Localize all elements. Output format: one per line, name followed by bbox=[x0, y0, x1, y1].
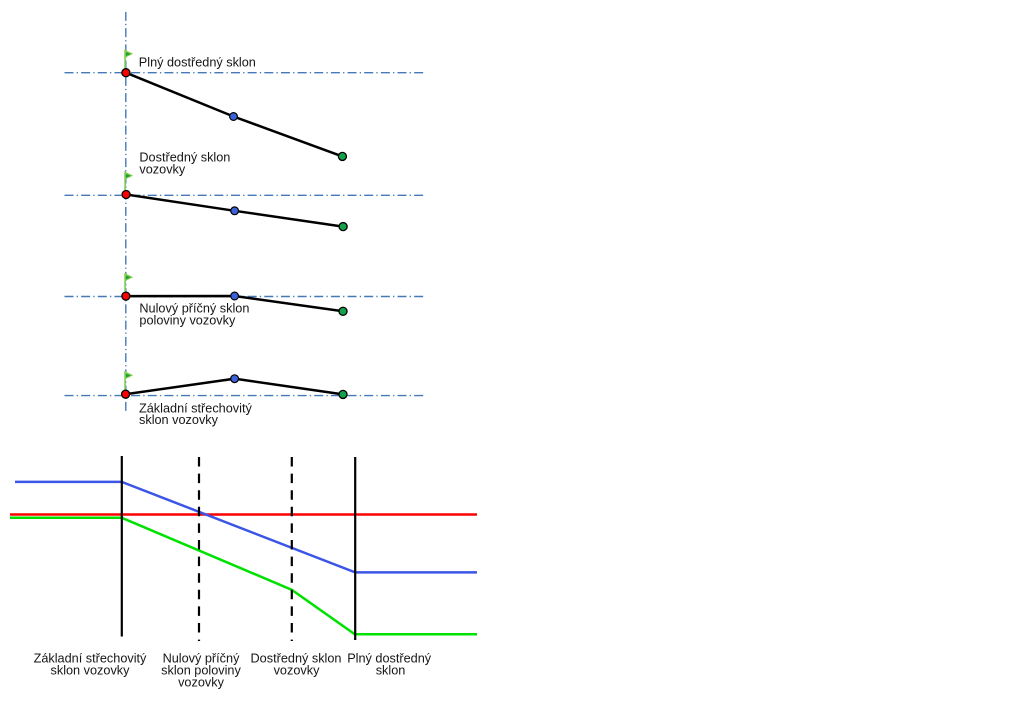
svg-text:Nulový příčný: Nulový příčný bbox=[163, 651, 241, 665]
svg-text:sklon: sklon bbox=[376, 663, 406, 677]
svg-text:Dostředný sklon: Dostředný sklon bbox=[139, 150, 230, 164]
svg-text:Plný dostředný sklon: Plný dostředný sklon bbox=[139, 55, 256, 69]
svg-text:vozovky: vozovky bbox=[178, 675, 224, 689]
svg-text:vozovky: vozovky bbox=[139, 162, 185, 176]
svg-text:Plný dostředný: Plný dostředný bbox=[347, 652, 432, 666]
svg-text:sklon poloviny: sklon poloviny bbox=[161, 663, 241, 677]
svg-text:Základní střechovitý: Základní střechovitý bbox=[34, 652, 147, 666]
svg-text:Nulový příčný sklon: Nulový příčný sklon bbox=[139, 302, 249, 316]
svg-text:Dostředný sklon: Dostředný sklon bbox=[251, 652, 342, 666]
svg-text:vozovky: vozovky bbox=[274, 663, 320, 677]
svg-text:sklon vozovky: sklon vozovky bbox=[51, 663, 131, 677]
svg-text:poloviny vozovky: poloviny vozovky bbox=[139, 314, 236, 328]
svg-text:Základní střechovitý: Základní střechovitý bbox=[139, 401, 252, 415]
svg-text:sklon vozovky: sklon vozovky bbox=[139, 413, 219, 427]
